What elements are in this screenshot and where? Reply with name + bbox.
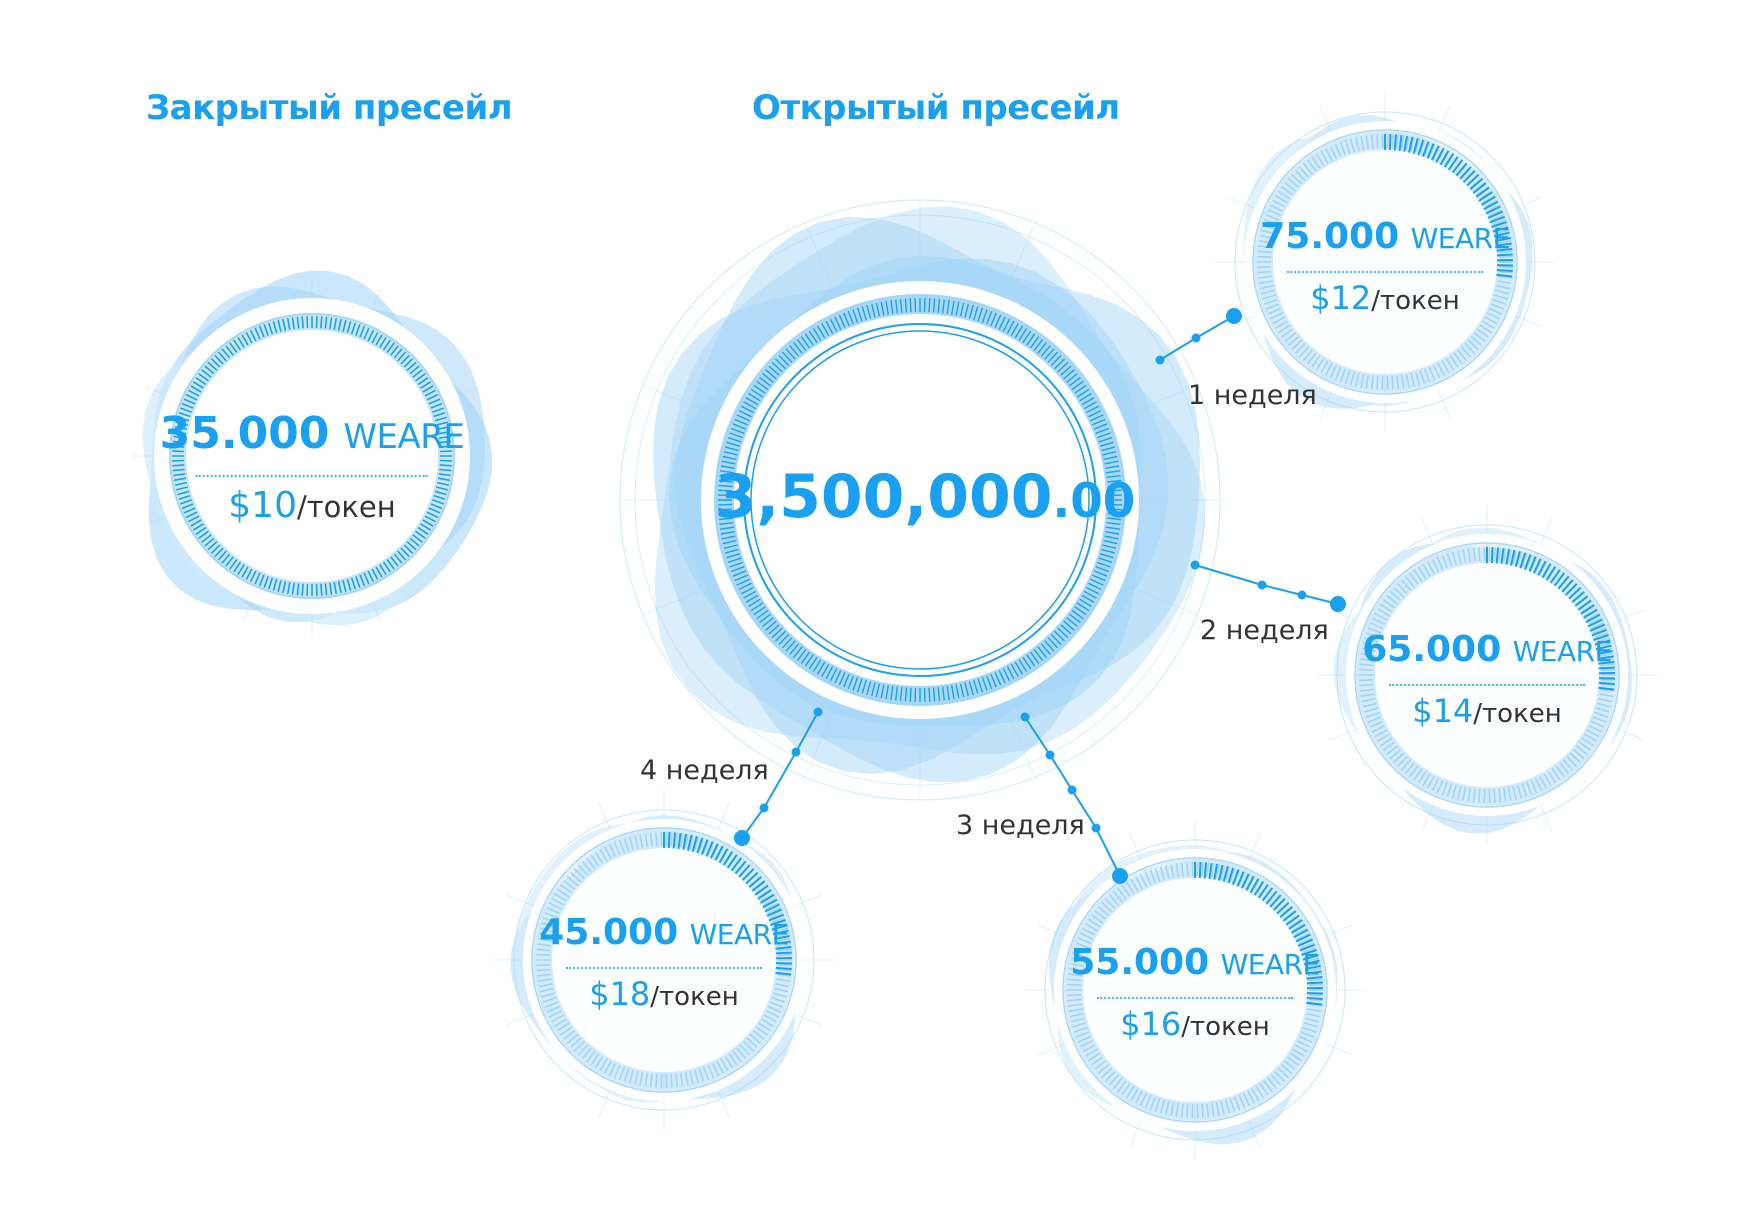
week-1-circle-white-band — [1244, 121, 1526, 403]
week-1-info: 75.000 WEARE $12/токен — [1260, 216, 1510, 317]
week-3-unit: WEARE — [1220, 948, 1321, 981]
week-1-price: $12 — [1310, 279, 1372, 317]
closed-presale-heading: Закрытый пресейл — [146, 88, 513, 128]
week-3-circle-core — [1083, 878, 1307, 1102]
week-4-connector-dot-4 — [734, 830, 750, 846]
main-total-value: 3,500,000.00 — [715, 462, 1136, 532]
week-1-connector-dot-2 — [1191, 333, 1201, 343]
week-1-circle-inner-ring — [1252, 129, 1518, 395]
week-4-circle-accent-ticks — [663, 832, 793, 976]
week-3-price: $16 — [1120, 1005, 1182, 1043]
week-4-circle-outer-ring — [513, 809, 815, 1111]
week-4-label: 4 неделя — [640, 755, 769, 786]
week-4-circle-core — [552, 848, 776, 1072]
week-3-amount: 55.000 — [1070, 942, 1210, 983]
week-2-price-unit: /токен — [1473, 699, 1562, 729]
week-3-circle-accent-ticks — [1194, 862, 1324, 1006]
week-2-divider — [1389, 684, 1585, 686]
week-1-label: 1 неделя — [1188, 380, 1317, 411]
main-ring — [714, 294, 1126, 706]
week-1-amount: 75.000 — [1260, 216, 1400, 257]
closed-core — [186, 330, 438, 582]
week-2-connector-dot-4 — [1330, 596, 1346, 612]
main-inner-ring-a — [743, 323, 1097, 677]
week-2-circle-core — [1375, 563, 1599, 787]
week-2-circle-inner-ring — [1354, 542, 1620, 808]
main-total-integer: 3,500,000 — [714, 462, 1053, 532]
open-presale-heading: Открытый пресейл — [752, 88, 1120, 128]
closed-divider — [195, 475, 428, 477]
week-2-circle-accent-ticks — [1486, 547, 1616, 691]
main-outer-ring-2 — [634, 214, 1206, 786]
week-1-circle-outer-ring — [1234, 111, 1536, 413]
closed-price: $10 — [228, 485, 297, 526]
week-2-label: 2 неделя — [1200, 615, 1329, 646]
week-1-price-unit: /токен — [1371, 286, 1460, 316]
closed-white-band — [154, 298, 470, 614]
week-4-connector-line — [741, 711, 819, 839]
closed-ring — [169, 313, 455, 599]
week-3-info: 55.000 WEARE $16/токен — [1070, 942, 1320, 1043]
week-4-price-unit: /токен — [650, 982, 739, 1012]
week-4-connector-dot-3 — [759, 803, 769, 813]
week-4-circle-inner-ring — [531, 827, 797, 1093]
week-3-circle-white-band — [1054, 849, 1336, 1131]
week-1-circle-core — [1273, 150, 1497, 374]
main-outer-ring-1 — [619, 199, 1221, 801]
closed-price-unit: /токен — [296, 490, 396, 524]
week-2-circle-white-band — [1346, 534, 1628, 816]
week-4-price: $18 — [589, 975, 651, 1013]
week-2-info: 65.000 WEARE $14/токен — [1362, 629, 1612, 730]
week-4-connector-dot-2 — [791, 747, 801, 757]
week-3-divider — [1097, 997, 1293, 999]
week-3-circle-outer-ring — [1044, 839, 1346, 1141]
week-2-unit: WEARE — [1512, 635, 1613, 668]
closed-ticks — [172, 316, 452, 596]
week-2-connector-dot-1 — [1190, 560, 1200, 570]
main-ticks — [718, 298, 1122, 702]
main-white-band — [701, 281, 1139, 719]
week-2-connector-dot-3 — [1297, 590, 1307, 600]
week-4-divider — [566, 967, 762, 969]
closed-amount: 35.000 — [159, 408, 330, 459]
week-4-connector-dot-1 — [813, 707, 823, 717]
week-1-circle-accent-ticks — [1384, 134, 1514, 278]
week-1-connector-dot-3 — [1226, 308, 1242, 324]
closed-unit: WEARE — [343, 417, 465, 457]
main-inner-ring-b — [750, 330, 1090, 670]
week-4-amount: 45.000 — [539, 912, 679, 953]
week-3-circle-inner-ring — [1062, 857, 1328, 1123]
week-2-price: $14 — [1412, 692, 1474, 730]
main-core — [734, 314, 1106, 686]
week-3-connector-dot-3 — [1067, 785, 1077, 795]
week-2-amount: 65.000 — [1362, 629, 1502, 670]
week-3-price-unit: /токен — [1181, 1012, 1270, 1042]
week-3-connector-dot-5 — [1112, 868, 1128, 884]
week-4-info: 45.000 WEARE $18/токен — [539, 912, 789, 1013]
week-1-divider — [1287, 271, 1483, 273]
week-2-connector-dot-2 — [1257, 580, 1267, 590]
week-2-connector-line — [1194, 564, 1339, 605]
week-3-connector-dot-1 — [1020, 712, 1030, 722]
closed-presale-info: 35.000 WEARE $10/токен — [160, 408, 465, 526]
week-4-unit: WEARE — [689, 918, 790, 951]
week-1-connector-dot-1 — [1155, 355, 1165, 365]
week-3-connector-dot-2 — [1045, 750, 1055, 760]
week-3-label: 3 неделя — [956, 810, 1085, 841]
week-3-connector-dot-4 — [1091, 823, 1101, 833]
week-1-unit: WEARE — [1410, 222, 1511, 255]
main-total-decimals: .00 — [1052, 475, 1136, 529]
week-2-circle-outer-ring — [1336, 524, 1638, 826]
week-4-circle-white-band — [523, 819, 805, 1101]
